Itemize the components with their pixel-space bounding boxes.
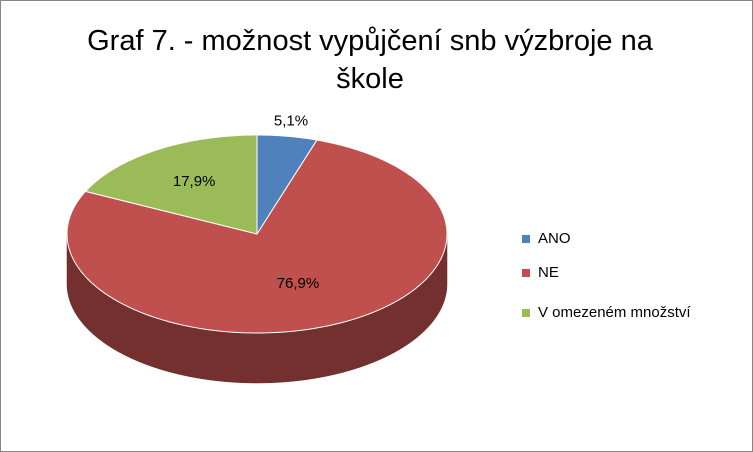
legend-label: ANO: [538, 230, 571, 247]
data-label: 5,1%: [274, 113, 308, 130]
legend-swatch: [522, 269, 530, 277]
pie-slice: [66, 139, 448, 334]
legend-label: NE: [538, 264, 559, 281]
legend-swatch: [522, 235, 530, 243]
pie-slice: [84, 134, 258, 235]
legend-swatch: [522, 309, 530, 317]
pie-slice: [256, 134, 318, 236]
legend-label: V omezeném množství: [538, 304, 691, 321]
data-label: 17,9%: [173, 173, 216, 190]
chart-title: Graf 7. - možnost vypůjčení snb výzbroje…: [87, 25, 653, 95]
data-label: 76,9%: [277, 275, 320, 292]
